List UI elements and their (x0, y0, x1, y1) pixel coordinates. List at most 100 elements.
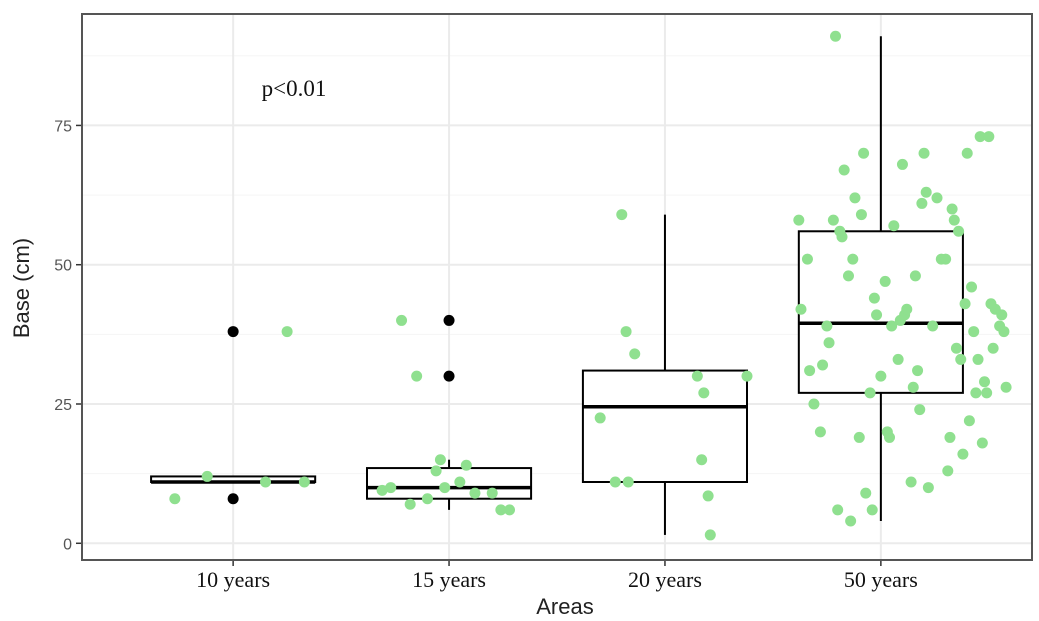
jitter-point (704, 529, 716, 541)
jitter-point (963, 415, 975, 427)
jitter-point (808, 398, 820, 410)
jitter-point (454, 476, 466, 488)
jitter-point (594, 412, 606, 424)
y-tick-label: 25 (54, 397, 72, 414)
jitter-point (968, 326, 980, 338)
jitter-point (795, 303, 807, 315)
jitter-point (421, 493, 433, 505)
outlier-point (227, 493, 239, 505)
y-axis-title: Base (cm) (9, 238, 34, 338)
y-tick-label: 75 (54, 118, 72, 135)
jitter-point (434, 454, 446, 466)
jitter-point (957, 448, 969, 460)
jitter-point (821, 320, 833, 332)
jitter-point (940, 253, 952, 265)
jitter-point (946, 203, 958, 215)
jitter-point (983, 131, 995, 143)
jitter-point (927, 320, 939, 332)
jitter-point (886, 320, 898, 332)
jitter-point (892, 353, 904, 365)
panel-border (81, 13, 1033, 561)
jitter-point (609, 476, 621, 488)
jitter-point (922, 482, 934, 494)
jitter-point (970, 387, 982, 399)
jitter-point (979, 376, 990, 388)
jitter-point (741, 370, 753, 382)
jitter-point (804, 365, 816, 377)
jitter-point (629, 348, 641, 360)
jitter-point (901, 303, 913, 315)
jitter-point (871, 309, 883, 321)
jitter-point (918, 147, 930, 159)
jitter-point (504, 504, 515, 516)
jitter-point (260, 476, 272, 488)
jitter-point (396, 314, 408, 326)
jitter-point (914, 404, 926, 416)
jitter-point (698, 387, 710, 399)
jitter-point (950, 342, 962, 354)
jitter-points-layer (169, 30, 1012, 541)
jitter-point (905, 476, 917, 488)
boxplot-layer (150, 36, 964, 535)
y-tick-label: 0 (63, 536, 72, 553)
jitter-point (868, 292, 880, 304)
jitter-point (974, 131, 986, 143)
jitter-point (830, 30, 842, 42)
p-value-annotation: p<0.01 (262, 76, 327, 101)
jitter-point (987, 342, 999, 354)
jitter-point (942, 465, 954, 477)
jitter-point (469, 487, 481, 499)
outlier-point (443, 370, 455, 382)
jitter-point (801, 253, 813, 265)
x-axis-title: Areas (536, 594, 593, 619)
box (581, 369, 749, 484)
jitter-point (439, 482, 451, 494)
jitter-point (411, 370, 423, 382)
jitter-point (972, 353, 984, 365)
jitter-point (702, 490, 714, 502)
jitter-point (620, 326, 632, 338)
jitter-point (966, 281, 978, 293)
jitter-point (981, 387, 993, 399)
jitter-point (495, 504, 507, 516)
jitter-point (907, 381, 919, 393)
jitter-point (1000, 381, 1012, 393)
jitter-point (955, 353, 967, 365)
jitter-point (486, 487, 498, 499)
jitter-point (864, 387, 876, 399)
jitter-point (996, 309, 1008, 321)
jitter-point (916, 197, 928, 209)
jitter-point (896, 158, 908, 170)
jitter-point (858, 147, 870, 159)
jitter-point (909, 270, 921, 282)
jitter-point (385, 482, 397, 494)
outlier-point (227, 326, 239, 338)
jitter-point (842, 270, 854, 282)
jitter-point (961, 147, 973, 159)
jitter-point (959, 298, 971, 310)
jitter-point (430, 465, 442, 477)
jitter-point (616, 209, 628, 221)
jitter-point (860, 487, 872, 499)
jitter-point (912, 365, 924, 377)
axes-layer: 0 25 50 75 10 years 15 years 20 years 50 years (54, 13, 1033, 592)
x-tick-label: 15 years (412, 567, 486, 592)
jitter-point (696, 454, 708, 466)
jitter-point (948, 214, 960, 226)
jitter-point (823, 337, 835, 349)
jitter-point (169, 493, 181, 505)
jitter-point (866, 504, 878, 516)
jitter-point (691, 370, 703, 382)
jitter-point (944, 431, 956, 443)
jitter-point (281, 326, 293, 338)
jitter-point (201, 470, 213, 482)
jitter-point (920, 186, 932, 198)
jitter-point (976, 437, 988, 449)
jitter-point (849, 192, 861, 204)
jitter-point (827, 214, 839, 226)
jitter-point (953, 225, 965, 237)
jitter-point (847, 253, 859, 265)
jitter-point (460, 459, 472, 471)
jitter-point (793, 214, 805, 226)
x-tick-label: 50 years (844, 567, 918, 592)
